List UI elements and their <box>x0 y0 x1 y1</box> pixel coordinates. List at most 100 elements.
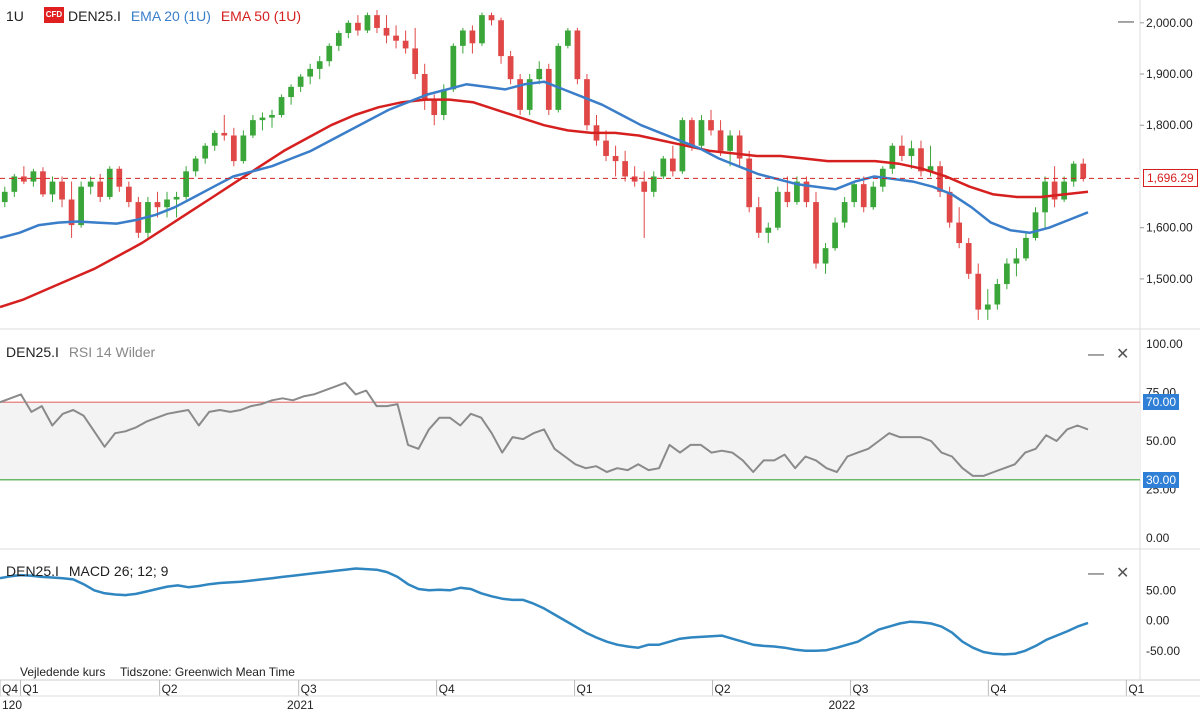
candle-body <box>202 145 209 159</box>
candle-body <box>374 15 380 28</box>
candle-body <box>1032 212 1039 238</box>
candle-body <box>870 186 877 208</box>
ema50-line <box>0 98 1089 309</box>
candle-body <box>1061 181 1068 200</box>
candle-body <box>650 176 657 192</box>
candle-body <box>956 222 963 244</box>
price-note: Vejledende kurs <box>20 665 106 679</box>
candle-body <box>889 145 896 169</box>
rsi-upper-badge: 70.00 <box>1143 394 1180 411</box>
candle-body <box>774 191 781 228</box>
macd-line <box>0 567 1089 656</box>
candle-body <box>1080 163 1087 179</box>
candle-body <box>965 243 972 274</box>
candle-body <box>755 207 762 233</box>
candle-body <box>927 166 934 172</box>
main-minimize-icon[interactable]: — <box>1118 13 1134 30</box>
candle-body <box>574 30 581 80</box>
candle-body <box>116 168 123 187</box>
candle-body <box>717 130 724 151</box>
candle-body <box>345 22 352 34</box>
ema50-legend: EMA 50 (1U) <box>220 8 301 24</box>
macd-label: MACD 26; 12; 9 <box>68 563 169 579</box>
candle-body <box>708 120 714 131</box>
candle-body <box>431 99 438 115</box>
timezone-note: Tidszone: Greenwich Mean Time <box>120 665 295 679</box>
candle-body <box>603 140 609 156</box>
macd-close-icon[interactable]: ✕ <box>1116 565 1130 582</box>
candle-body <box>641 181 648 192</box>
candle-body <box>727 135 733 151</box>
main-legend: DEN25.I EMA 20 (1U) EMA 50 (1U) <box>68 8 307 24</box>
candle-body <box>164 199 170 208</box>
candle-body <box>40 171 46 195</box>
candle-body <box>746 158 753 208</box>
candle-body <box>78 186 84 226</box>
candle-body <box>402 40 409 49</box>
candle-body <box>355 22 361 31</box>
main-y-tick-label: 2,000.00 <box>1146 16 1193 30</box>
candle-body <box>765 227 772 233</box>
candle-body <box>994 284 1001 305</box>
rsi-y-tick-label: 50.00 <box>1146 434 1176 448</box>
timeframe-label[interactable]: 1U <box>6 8 24 24</box>
x-quarter-label: Q4 <box>2 682 18 696</box>
ema20-line <box>0 80 1089 240</box>
macd-y-tick-label: 50.00 <box>1146 583 1176 597</box>
candle-body <box>803 181 810 203</box>
candle-body <box>230 135 237 162</box>
candle-body <box>631 176 638 182</box>
x-year-label: 2022 <box>829 698 856 712</box>
candle-body <box>259 117 266 121</box>
candle-body <box>469 30 476 44</box>
candle-body <box>946 191 953 223</box>
candle-body <box>669 158 676 172</box>
candle-body <box>383 27 390 36</box>
candle-body <box>412 48 419 75</box>
candle-body <box>135 202 142 233</box>
candle-body <box>1051 181 1058 200</box>
candle-body <box>460 30 466 46</box>
candle-body <box>1013 258 1020 264</box>
candle-body <box>698 120 705 146</box>
candle-body <box>479 15 485 44</box>
rsi-y-tick-label: 0.00 <box>1146 531 1170 545</box>
candle-body <box>517 79 524 110</box>
rsi-minimize-icon[interactable]: — <box>1088 346 1104 363</box>
x-year-label: 120 <box>2 698 22 712</box>
x-quarter-label: Q3 <box>301 682 317 696</box>
candle-body <box>221 132 228 136</box>
candle-body <box>421 74 428 100</box>
candle-body <box>211 132 218 146</box>
candle-body <box>1023 237 1029 259</box>
candle-body <box>526 79 533 110</box>
candle-body <box>660 158 667 177</box>
candle-body <box>173 196 180 200</box>
candle-body <box>736 135 743 159</box>
main-y-tick-label: 1,900.00 <box>1146 67 1193 81</box>
symbol-label: DEN25.I <box>68 8 121 24</box>
x-quarter-label: Q1 <box>23 682 39 696</box>
candle-body <box>11 176 18 192</box>
candle-body <box>555 45 562 110</box>
x-quarter-label: Q4 <box>439 682 455 696</box>
candle-body <box>488 15 495 21</box>
candle-body <box>908 148 915 156</box>
rsi-line <box>0 381 1089 477</box>
candle-body <box>364 15 371 31</box>
last-price-badge: 1,696.29 <box>1143 169 1198 188</box>
x-quarter-label: Q1 <box>577 682 593 696</box>
candle-body <box>498 20 504 57</box>
x-quarter-label: Q4 <box>990 682 1006 696</box>
macd-minimize-icon[interactable]: — <box>1088 565 1104 582</box>
candle-body <box>860 184 867 208</box>
candle-body <box>278 97 285 115</box>
rsi-close-icon[interactable]: ✕ <box>1116 346 1130 363</box>
x-year-label: 2021 <box>287 698 314 712</box>
x-quarter-label: Q2 <box>162 682 178 696</box>
candle-body <box>841 202 848 223</box>
candle-body <box>918 148 924 172</box>
candle-body <box>937 166 943 192</box>
macd-symbol: DEN25.I <box>6 563 59 579</box>
